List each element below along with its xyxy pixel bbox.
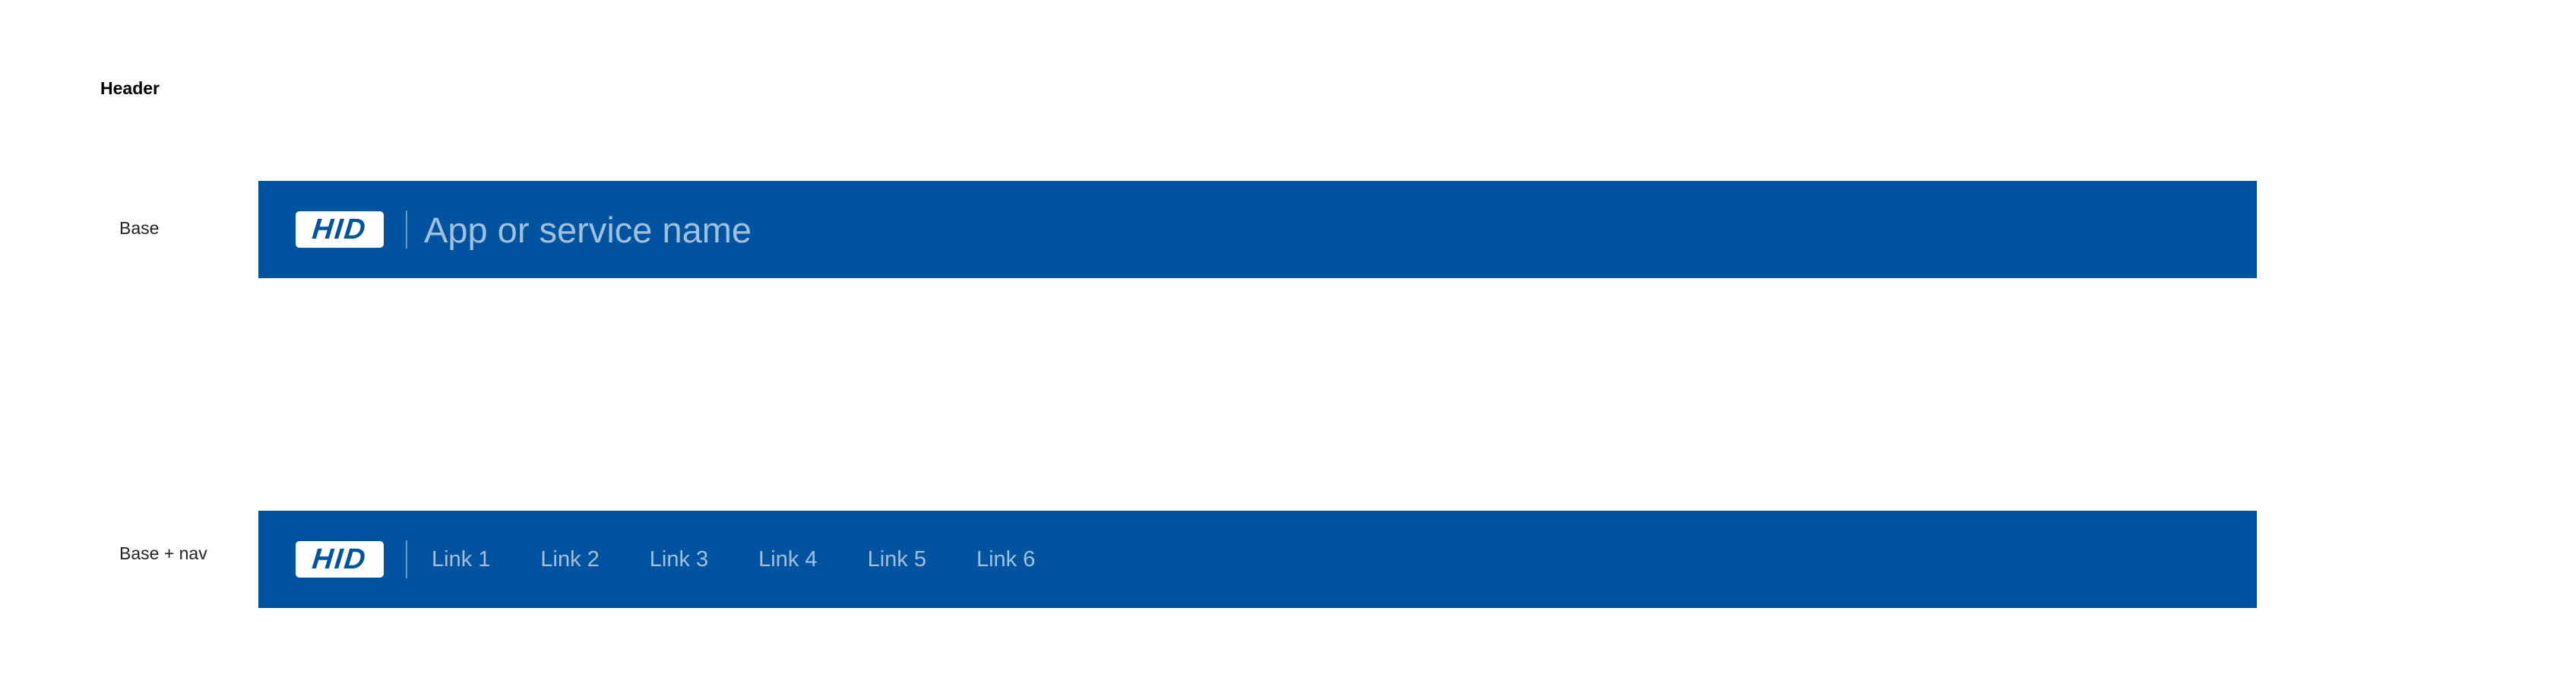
hid-logo-text: HID bbox=[311, 543, 369, 575]
hid-logo-text: HID bbox=[311, 214, 369, 245]
hid-logo[interactable]: HID bbox=[296, 541, 384, 578]
variant-label-nav: Base + nav bbox=[119, 543, 207, 563]
nav-link-4[interactable]: Link 4 bbox=[758, 546, 818, 572]
nav-link-5[interactable]: Link 5 bbox=[867, 546, 926, 572]
hid-logo[interactable]: HID bbox=[296, 211, 384, 248]
page-title: Header bbox=[100, 78, 160, 98]
header-divider bbox=[406, 540, 407, 578]
header-base: HID App or service name bbox=[258, 181, 2257, 278]
nav-link-3[interactable]: Link 3 bbox=[649, 546, 709, 572]
nav-link-1[interactable]: Link 1 bbox=[432, 546, 491, 572]
nav-link-2[interactable]: Link 2 bbox=[540, 546, 600, 572]
header-nav: HID Link 1 Link 2 Link 3 Link 4 Link 5 L… bbox=[258, 511, 2257, 608]
app-name: App or service name bbox=[424, 209, 752, 250]
nav-links: Link 1 Link 2 Link 3 Link 4 Link 5 Link … bbox=[432, 547, 1085, 572]
nav-link-6[interactable]: Link 6 bbox=[976, 546, 1036, 572]
header-divider bbox=[406, 211, 407, 249]
variant-label-base: Base bbox=[119, 218, 160, 238]
